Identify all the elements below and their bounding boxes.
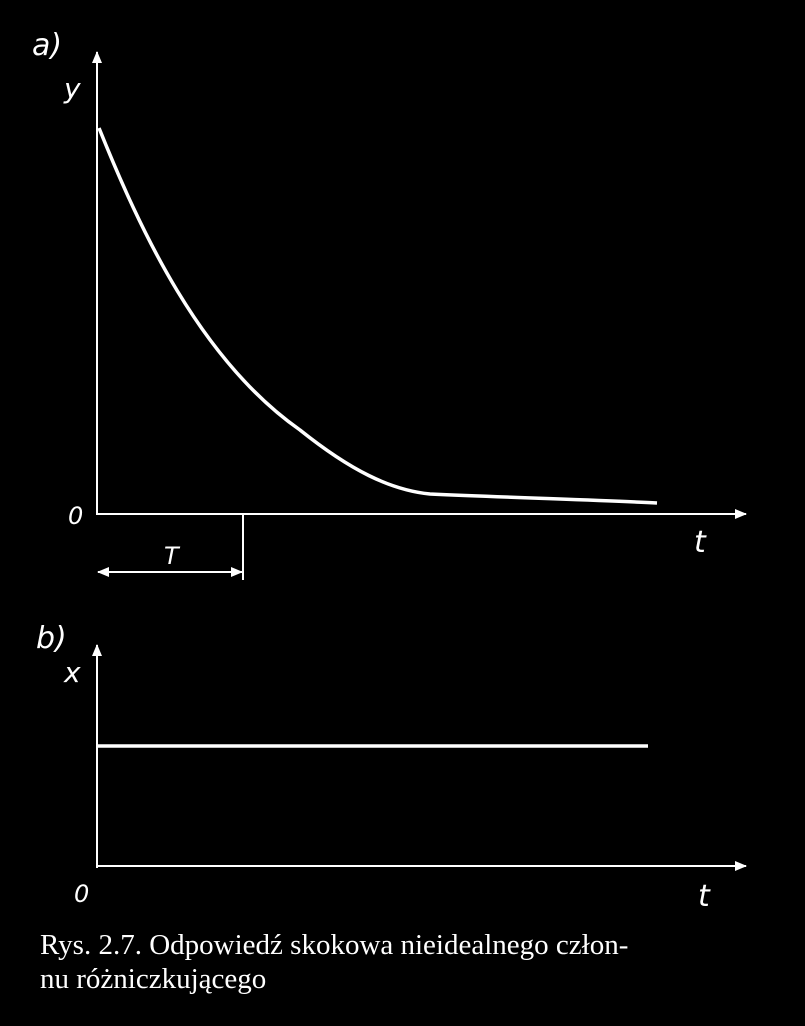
figure-caption: Rys. 2.7. Odpowiedź skokowa nieidealnego… bbox=[40, 928, 628, 996]
x-axis-label: x bbox=[63, 656, 81, 689]
panel-a-label: a) bbox=[32, 28, 62, 63]
panel-b-label: b) bbox=[36, 621, 67, 656]
response-curve bbox=[97, 127, 658, 505]
t-axis-label: t bbox=[698, 879, 711, 914]
panel-b: b) x 0 t bbox=[36, 621, 747, 914]
caption-line-2: nu różniczkującego bbox=[40, 963, 267, 995]
panel-a: a) y 0 t T bbox=[32, 28, 747, 580]
origin-label: 0 bbox=[68, 502, 83, 530]
y-axis-label: y bbox=[63, 72, 81, 105]
t-axis-label: t bbox=[694, 525, 707, 560]
caption-line-1: Rys. 2.7. Odpowiedź skokowa nieidealnego… bbox=[40, 929, 629, 961]
origin-label: 0 bbox=[74, 880, 89, 908]
time-constant-label: T bbox=[164, 542, 181, 570]
